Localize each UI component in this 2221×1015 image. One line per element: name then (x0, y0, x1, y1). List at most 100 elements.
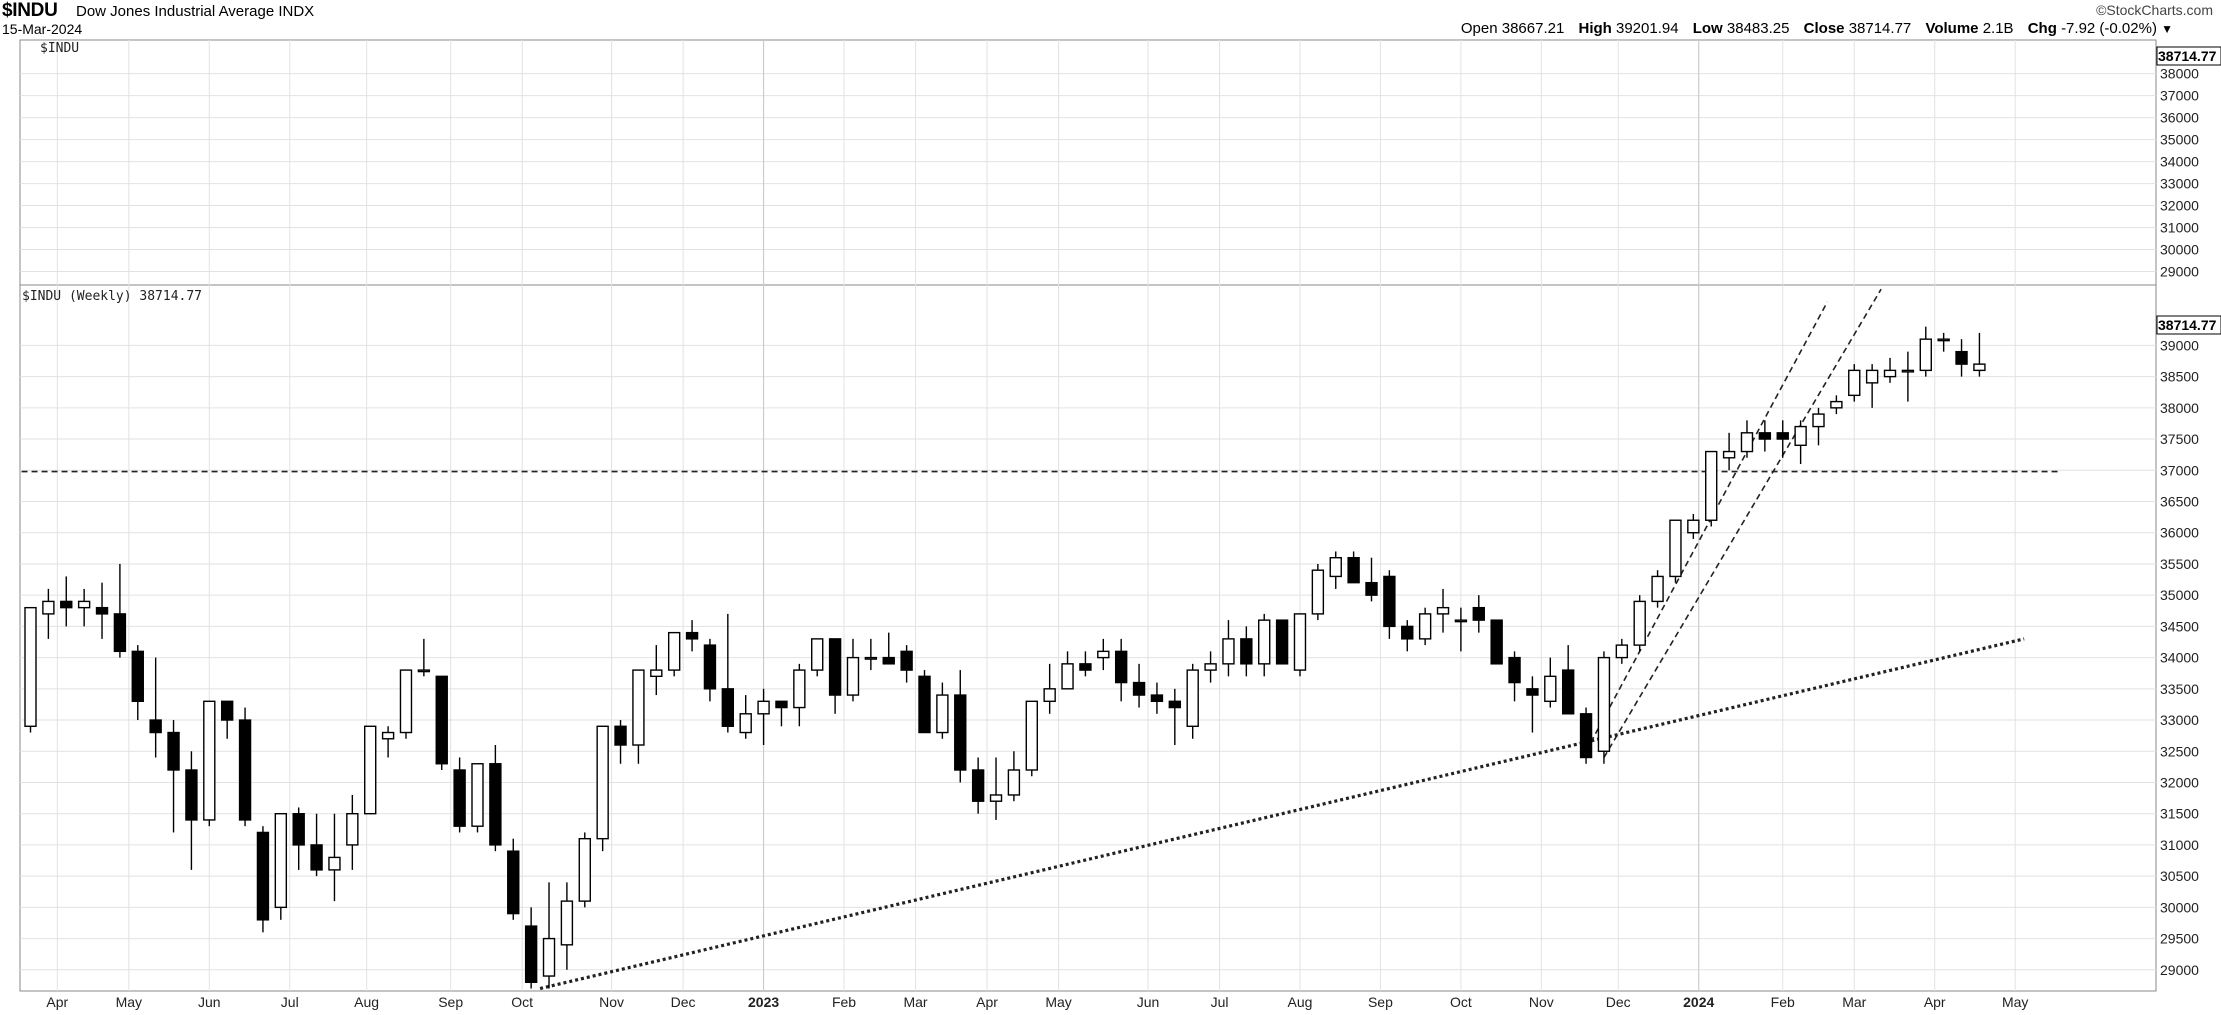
candle (1043, 663, 1056, 714)
candle-body-up (274, 813, 288, 909)
candle-body-down (524, 925, 538, 983)
x-tick-label: Apr (46, 994, 68, 1010)
candle (364, 725, 377, 815)
upper-panel (19, 39, 2157, 286)
main-y-tick-label: 30500 (2160, 868, 2199, 884)
candle (1883, 357, 1897, 383)
candle (185, 751, 198, 870)
candle-body-down (954, 694, 967, 771)
main-y-tick-label: 37000 (2160, 462, 2199, 478)
x-tick-label: Sep (1368, 994, 1393, 1010)
candle (1168, 688, 1182, 746)
candle (1794, 420, 1807, 465)
candle (757, 688, 770, 746)
candle-body-up (1633, 600, 1646, 646)
main-value-tag: 38714.77 (2158, 317, 2217, 333)
candle (721, 613, 735, 733)
candle (1275, 619, 1289, 665)
dotted-trendline (539, 637, 2025, 991)
candle-body-down (453, 769, 466, 827)
candle-body-up (936, 694, 949, 734)
candle (614, 720, 627, 764)
candle (1329, 551, 1342, 589)
candle (1383, 570, 1396, 639)
x-tick-label: 2024 (1683, 994, 1714, 1010)
x-tick-label: Oct (511, 994, 533, 1010)
symbol-title: $INDU (2, 0, 58, 21)
candle-body-down (1365, 581, 1378, 596)
candle-body-down (435, 675, 448, 765)
candle-body-down (1579, 713, 1593, 759)
candle (703, 638, 717, 702)
candle (507, 838, 520, 920)
candle-body-up (1794, 425, 1807, 447)
candle (435, 675, 448, 770)
candle-body-up (77, 600, 91, 609)
candle (60, 576, 73, 627)
candle-body-down (185, 769, 198, 821)
candle (1436, 588, 1450, 633)
candle-body-up (1705, 450, 1718, 521)
candle-body-up (578, 837, 591, 902)
candle-body-up (1597, 656, 1611, 752)
dashed-trendline (1585, 301, 1829, 752)
triangle-down-icon[interactable]: ▼ (2161, 22, 2173, 36)
candle (596, 725, 609, 852)
candle-body-down (1347, 556, 1360, 584)
candle-body-down (1275, 619, 1289, 665)
main-y-tick-label: 33000 (2160, 712, 2199, 728)
ohlc-readout[interactable]: Open 38667.21 High 39201.94 Low 38483.25… (1461, 20, 2173, 37)
chg-value: -7.92 (-0.02%) (2061, 20, 2157, 37)
brand-watermark: ©StockCharts.com (2096, 2, 2213, 18)
candle (1401, 620, 1414, 652)
candle (918, 670, 931, 734)
main-y-tick-label: 34000 (2160, 650, 2199, 666)
high-value: 39201.94 (1615, 20, 1679, 37)
candle (417, 638, 431, 677)
candle (1150, 682, 1164, 714)
candle-body-up (364, 725, 377, 815)
candle-body-down (1240, 638, 1253, 665)
candle (1258, 613, 1271, 677)
upper-y-tick-label: 32000 (2160, 198, 2199, 214)
candle (1597, 651, 1611, 764)
candle-body-down (1490, 619, 1503, 665)
grid-lines (20, 40, 2156, 991)
candle-body-up (1436, 606, 1450, 615)
candle (793, 663, 806, 727)
candle-body-up (1901, 369, 1915, 373)
candle (1311, 563, 1325, 621)
candle-body-up (1097, 650, 1110, 659)
x-tick-label: Feb (832, 994, 856, 1010)
low-label: Low (1692, 20, 1723, 37)
candle-body-down (1079, 663, 1092, 671)
candle-body-down (256, 831, 270, 921)
candle-body-down (167, 731, 180, 771)
candle (489, 745, 502, 852)
x-tick-label: Aug (1288, 994, 1313, 1010)
candle-body-up (1848, 369, 1861, 397)
candle-body-up (1454, 619, 1468, 623)
candle-body-down (1114, 650, 1128, 684)
candle-body-down (238, 719, 252, 821)
candle (900, 645, 913, 683)
candle (1633, 595, 1646, 652)
candle-body-up (1669, 519, 1682, 578)
candle-body-down (95, 606, 109, 615)
close-value: 38714.77 (1848, 20, 1912, 37)
candle (578, 832, 591, 908)
candle (77, 588, 91, 627)
main-y-tick-label: 30000 (2160, 899, 2199, 915)
candle-body-up (1204, 663, 1217, 671)
candle (524, 907, 538, 989)
candle (632, 669, 645, 764)
candle-body-up (1186, 669, 1199, 727)
low-value: 38483.25 (1726, 20, 1790, 37)
candle-body-down (507, 850, 520, 915)
candle-body-down (703, 644, 717, 690)
candle-body-up (381, 731, 395, 740)
volume-value: 2.1B (1982, 20, 2014, 37)
main-panel-label: $INDU (Weekly) 38714.77 (22, 289, 202, 304)
candle-body-up (1293, 613, 1307, 671)
